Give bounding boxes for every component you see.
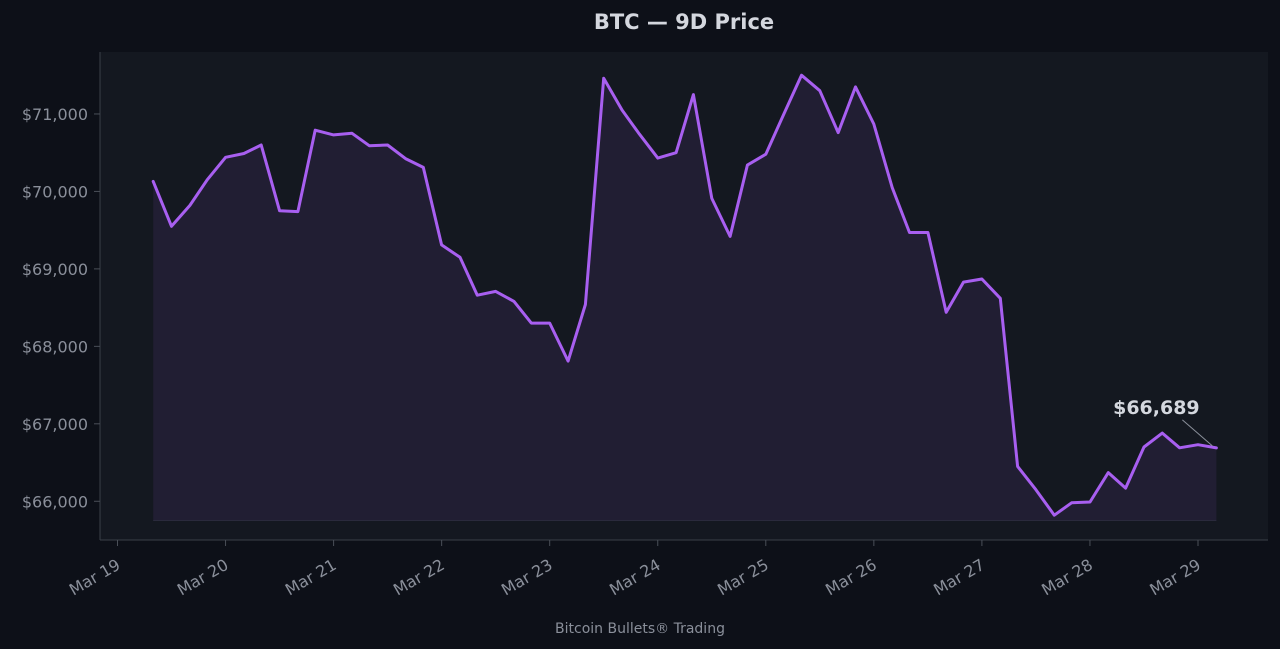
price-line xyxy=(151,73,1218,517)
price-point xyxy=(746,164,749,167)
price-point xyxy=(837,131,840,134)
price-point xyxy=(368,144,371,147)
x-tick-label: Mar 27 xyxy=(930,555,988,599)
price-point xyxy=(692,93,695,96)
x-tick-label: Mar 20 xyxy=(174,555,232,599)
y-axis: $66,000 $67,000 $68,000 $69,000 $70,000 $71,0… xyxy=(22,52,101,540)
y-tick-label: $70,000 xyxy=(22,182,88,201)
y-tick-label: $71,000 xyxy=(22,105,88,124)
price-point xyxy=(1178,446,1181,449)
price-point xyxy=(494,290,497,293)
x-tick-label: Mar 28 xyxy=(1038,555,1096,599)
annotation-leader-line xyxy=(1182,419,1213,447)
price-point xyxy=(602,77,605,80)
x-axis: Mar 19 Mar 20 Mar 21 Mar 22 Mar 23 Mar 24 Mar … xyxy=(66,539,1268,599)
price-point xyxy=(476,294,479,297)
price-point xyxy=(1197,443,1200,446)
price-point xyxy=(1070,501,1073,504)
y-tick-label: $68,000 xyxy=(22,337,88,356)
price-point xyxy=(296,210,299,213)
price-point xyxy=(152,180,155,183)
price-point xyxy=(999,297,1002,300)
price-point xyxy=(638,133,641,136)
price-point xyxy=(1016,465,1019,468)
price-point xyxy=(872,123,875,126)
price-point xyxy=(1215,446,1218,449)
y-tick-label: $69,000 xyxy=(22,260,88,279)
price-point xyxy=(584,303,587,306)
price-point xyxy=(332,133,335,136)
price-point xyxy=(1142,446,1145,449)
price-point xyxy=(170,225,173,228)
price-point xyxy=(962,281,965,284)
price-point xyxy=(1107,471,1110,474)
y-tick-label: $67,000 xyxy=(22,415,88,434)
price-point xyxy=(422,166,425,169)
price-point xyxy=(260,143,263,146)
x-tick-label: Mar 19 xyxy=(66,555,124,599)
price-point xyxy=(314,129,317,132)
last-price-annotation: $66,689 xyxy=(1113,397,1200,419)
price-point xyxy=(891,186,894,189)
price-point xyxy=(675,151,678,154)
price-point xyxy=(440,243,443,246)
price-point xyxy=(1124,487,1127,490)
price-point xyxy=(945,311,948,314)
price-point xyxy=(530,322,533,325)
price-point xyxy=(404,157,407,160)
price-point xyxy=(1161,432,1164,435)
price-point xyxy=(224,156,227,159)
price-point xyxy=(206,178,209,181)
price-point xyxy=(854,85,857,88)
price-point xyxy=(818,89,821,92)
x-tick-label: Mar 24 xyxy=(606,555,664,599)
price-point xyxy=(800,74,803,77)
price-point xyxy=(1034,488,1037,491)
price-point xyxy=(188,204,191,207)
x-tick-label: Mar 29 xyxy=(1146,555,1204,599)
price-point xyxy=(548,322,551,325)
price-point xyxy=(459,256,462,259)
price-point xyxy=(926,231,929,234)
x-tick-label: Mar 21 xyxy=(282,555,340,599)
x-tick-label: Mar 23 xyxy=(498,555,556,599)
price-point xyxy=(567,360,570,363)
price-point xyxy=(710,197,713,200)
price-point xyxy=(980,277,983,280)
price-point xyxy=(1088,501,1091,504)
price-point xyxy=(621,109,624,112)
y-tick-label: $66,000 xyxy=(22,492,88,511)
price-point xyxy=(513,300,516,303)
price-point xyxy=(350,132,353,135)
price-point xyxy=(783,112,786,115)
price-point xyxy=(386,143,389,146)
price-point xyxy=(278,209,281,212)
x-tick-label: Mar 22 xyxy=(390,555,448,599)
price-point xyxy=(764,153,767,156)
price-point xyxy=(908,231,911,234)
footer-credit: Bitcoin Bullets® Trading xyxy=(555,621,725,637)
price-point xyxy=(729,235,732,238)
price-area-fill xyxy=(153,75,1217,521)
price-point xyxy=(656,157,659,160)
x-tick-label: Mar 26 xyxy=(822,555,880,599)
price-point xyxy=(1053,514,1056,517)
price-point xyxy=(242,152,245,155)
x-tick-label: Mar 25 xyxy=(714,555,772,599)
chart-title: BTC — 9D Price xyxy=(594,10,774,34)
